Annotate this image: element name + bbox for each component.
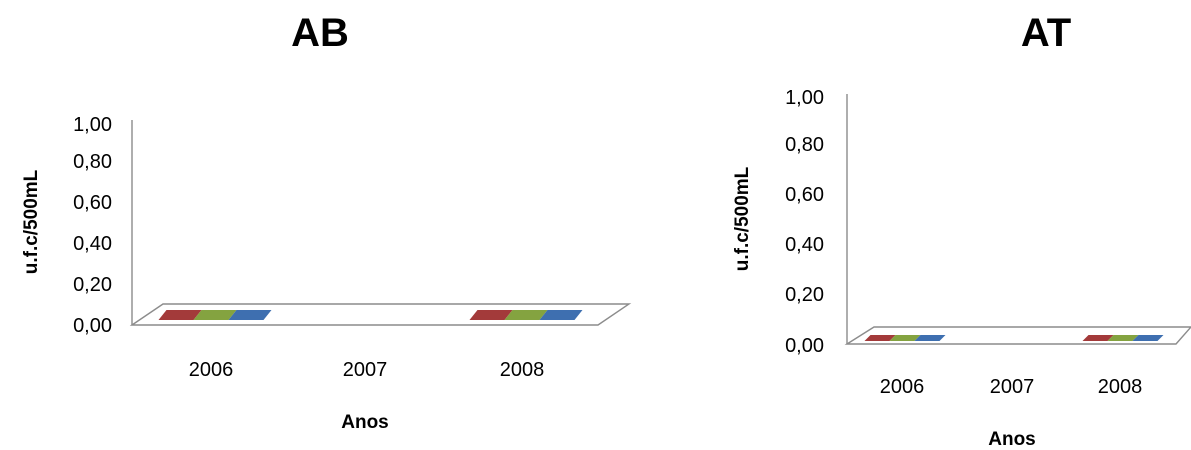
chart-ab-ytick: 0,40 [73,233,112,255]
chart-ab-xtick: 2007 [343,359,388,381]
chart-at-title: AT [1021,11,1071,55]
chart-at-ytick: 0,80 [785,134,824,156]
chart-at-ytick: 1,00 [785,87,824,109]
chart-ab: AB u.f.c/500mL Anos 0,00 0,20 0,40 0,60 … [21,11,629,433]
chart-at: AT u.f.c/500mL Anos 0,00 0,20 0,40 0,60 … [732,11,1191,450]
chart-ab-ylabel: u.f.c/500mL [21,169,42,274]
chart-ab-ytick: 0,60 [73,192,112,214]
chart-at-ytick: 0,00 [785,335,824,357]
chart-at-xlabel: Anos [988,429,1036,450]
chart-ab-ytick: 0,00 [73,315,112,337]
chart-ab-ytick: 0,20 [73,274,112,296]
chart-ab-xtick: 2006 [189,359,234,381]
chart-ab-ytick: 0,80 [73,151,112,173]
chart-at-xtick: 2008 [1098,376,1143,398]
chart-at-ytick: 0,20 [785,284,824,306]
chart-at-ytick: 0,60 [785,184,824,206]
chart-ab-xtick: 2008 [500,359,545,381]
chart-at-ylabel: u.f.c/500mL [732,166,753,271]
chart-ab-title: AB [291,11,349,55]
chart-at-xtick: 2006 [880,376,925,398]
chart-at-xtick: 2007 [990,376,1035,398]
chart-ab-ytick: 1,00 [73,114,112,136]
chart-at-ytick: 0,40 [785,234,824,256]
chart-ab-xlabel: Anos [341,412,389,433]
